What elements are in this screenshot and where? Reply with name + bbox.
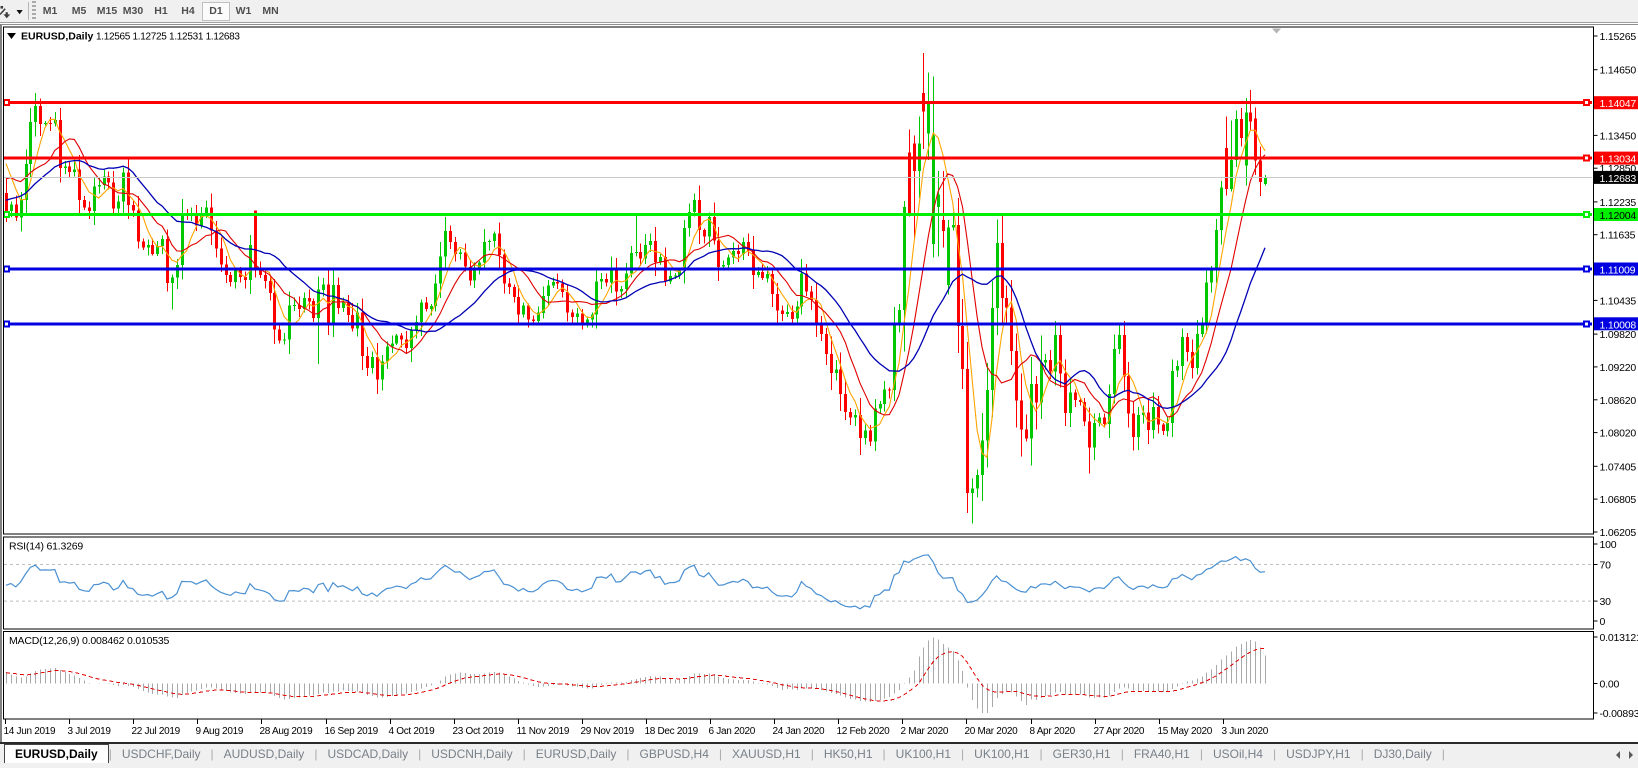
svg-text:1.09220: 1.09220 [1600,362,1637,374]
svg-text:1.12235: 1.12235 [1600,197,1637,209]
svg-text:3 Jun 2020: 3 Jun 2020 [1222,726,1269,737]
svg-text:1.10008: 1.10008 [1600,319,1637,331]
svg-text:12 Feb 2020: 12 Feb 2020 [837,726,891,737]
svg-text:1.15265: 1.15265 [1600,31,1637,43]
svg-text:1.13034: 1.13034 [1600,154,1637,166]
svg-text:0: 0 [1600,616,1606,628]
svg-text:22 Jul 2019: 22 Jul 2019 [132,726,181,737]
svg-text:1.12683: 1.12683 [1600,173,1637,185]
svg-text:1.14047: 1.14047 [1600,98,1637,110]
svg-text:20 Mar 2020: 20 Mar 2020 [965,726,1019,737]
svg-text:1.08020: 1.08020 [1600,428,1637,440]
svg-text:8 Apr 2020: 8 Apr 2020 [1030,726,1076,737]
svg-text:70: 70 [1600,560,1612,572]
svg-text:14 Jun 2019: 14 Jun 2019 [4,726,56,737]
svg-text:11 Nov 2019: 11 Nov 2019 [517,726,570,737]
svg-text:0.00: 0.00 [1600,679,1620,691]
svg-text:27 Apr 2020: 27 Apr 2020 [1094,726,1145,737]
svg-text:MACD(12,26,9) 0.008462 0.01053: MACD(12,26,9) 0.008462 0.010535 [9,635,170,647]
svg-text:0.013121: 0.013121 [1600,632,1638,644]
svg-text:1.10435: 1.10435 [1600,295,1637,307]
svg-text:1.06205: 1.06205 [1600,527,1637,539]
svg-text:1.12565 1.12725 1.12531 1.1268: 1.12565 1.12725 1.12531 1.12683 [96,32,240,43]
svg-text:1.12004: 1.12004 [1600,210,1637,222]
svg-text:EURUSD,Daily: EURUSD,Daily [21,31,94,43]
svg-text:28 Aug 2019: 28 Aug 2019 [260,726,314,737]
svg-text:100: 100 [1600,539,1617,551]
svg-text:29 Nov 2019: 29 Nov 2019 [581,726,635,737]
svg-text:1.07405: 1.07405 [1600,461,1637,473]
svg-text:RSI(14) 61.3269: RSI(14) 61.3269 [9,541,83,553]
svg-text:1.14650: 1.14650 [1600,65,1637,77]
svg-text:9 Aug 2019: 9 Aug 2019 [196,726,244,737]
svg-text:1.09820: 1.09820 [1600,329,1637,341]
svg-text:1.11635: 1.11635 [1600,230,1636,242]
svg-text:4 Oct 2019: 4 Oct 2019 [389,726,436,737]
svg-text:2 Mar 2020: 2 Mar 2020 [901,726,949,737]
svg-text:1.11009: 1.11009 [1600,265,1636,277]
svg-text:16 Sep 2019: 16 Sep 2019 [325,726,379,737]
svg-text:1.06805: 1.06805 [1600,494,1637,506]
svg-text:3 Jul 2019: 3 Jul 2019 [68,726,112,737]
svg-text:6 Jan 2020: 6 Jan 2020 [709,726,756,737]
svg-text:1.13450: 1.13450 [1600,130,1637,142]
svg-text:1.08620: 1.08620 [1600,395,1637,407]
svg-text:15 May 2020: 15 May 2020 [1158,726,1213,737]
svg-text:24 Jan 2020: 24 Jan 2020 [773,726,825,737]
svg-text:18 Dec 2019: 18 Dec 2019 [645,726,699,737]
svg-text:30: 30 [1600,596,1612,608]
svg-text:23 Oct 2019: 23 Oct 2019 [453,726,505,737]
